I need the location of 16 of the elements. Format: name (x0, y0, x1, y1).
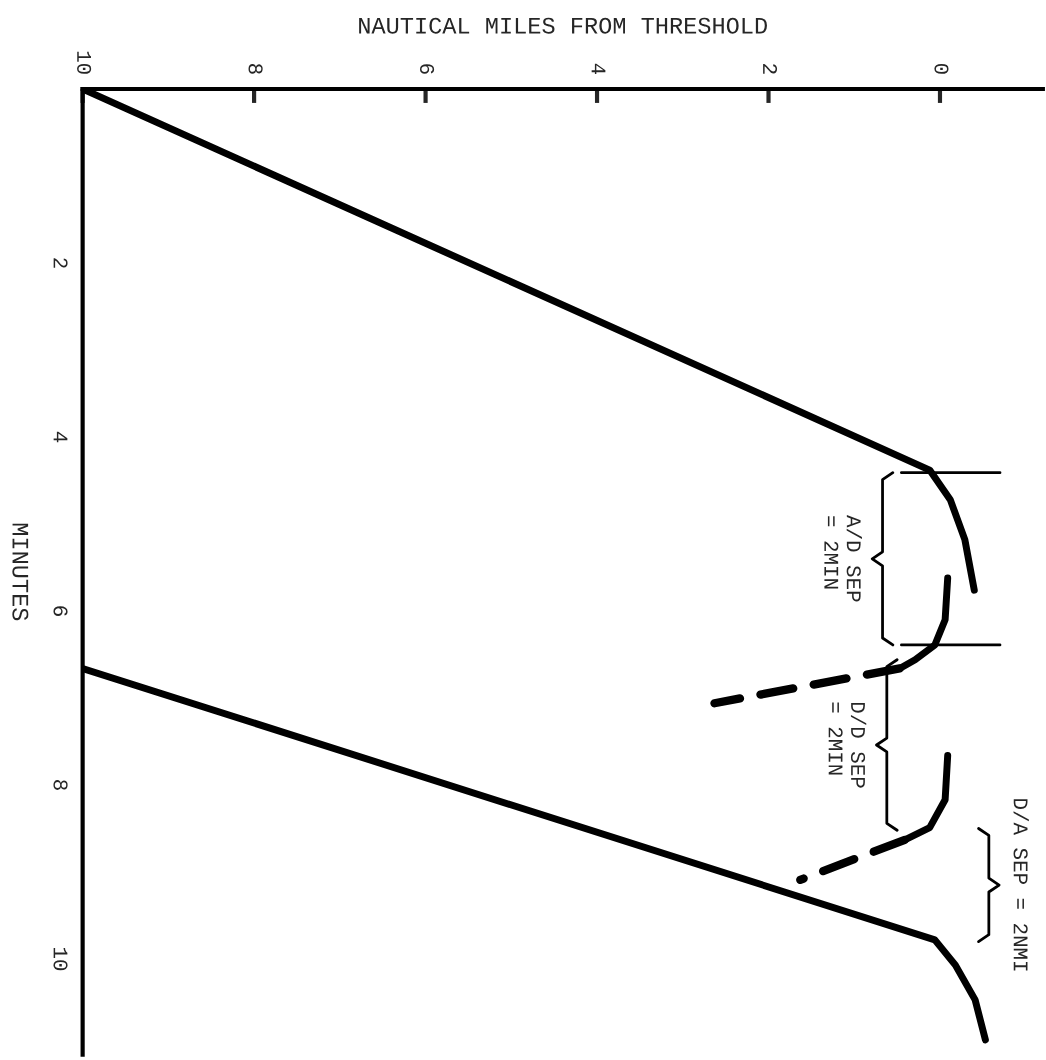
y-tick-label: 4 (53, 431, 68, 443)
annotation: D/A SEP = 2NMI (1013, 799, 1029, 971)
x-axis-title: NAUTICAL MILES FROM THRESHOLD (359, 17, 767, 34)
y-tick-label: 8 (53, 780, 68, 790)
x-tick-label: 10 (77, 51, 92, 74)
x-tick-label: 4 (591, 63, 606, 75)
annotation: D/D SEP = 2MIN (828, 702, 867, 788)
y-tick-label: 10 (53, 948, 68, 971)
x-tick-label: 0 (934, 63, 949, 74)
x-tick-label: 2 (763, 64, 778, 74)
y-tick-label: 6 (53, 606, 68, 616)
annotation: A/D SEP = 2MIN (824, 515, 862, 602)
y-tick-label: 2 (53, 258, 68, 268)
x-tick-label: 8 (248, 64, 263, 74)
y-axis-title: MINUTES (12, 523, 29, 621)
x-tick-label: 6 (419, 64, 435, 74)
